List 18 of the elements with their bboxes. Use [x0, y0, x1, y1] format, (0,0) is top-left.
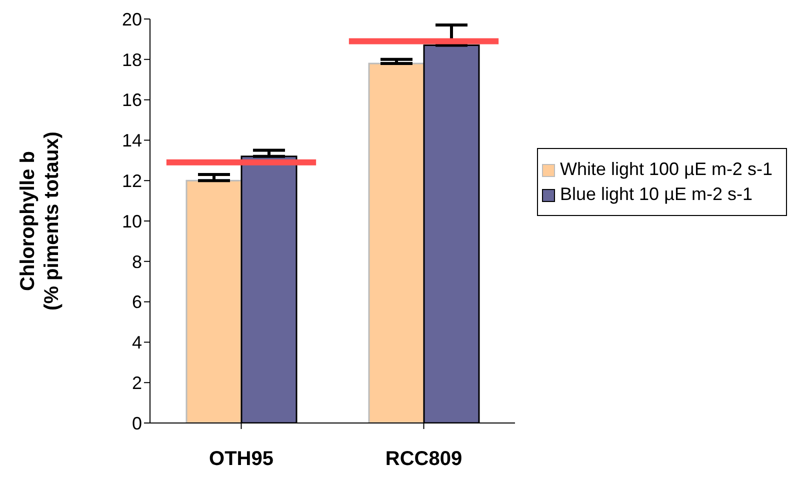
- y-axis-title: Chlorophylle b (% piments totaux): [17, 132, 63, 310]
- y-tick-label: 16: [122, 90, 142, 110]
- legend-label: Blue light 10 µE m-2 s-1: [560, 184, 752, 205]
- y-tick-label: 0: [132, 413, 142, 434]
- legend-label: White light 100 µE m-2 s-1: [560, 159, 772, 180]
- bar: [186, 180, 242, 423]
- y-tick-label: 6: [132, 292, 142, 312]
- y-tick-label: 8: [132, 252, 142, 272]
- x-tick-label: OTH95: [209, 448, 274, 470]
- bar: [368, 62, 425, 423]
- x-tick-label: RCC809: [385, 448, 462, 470]
- y-tick-label: 12: [122, 170, 142, 191]
- y-tick-label: 18: [122, 50, 142, 70]
- y-tick-label: 2: [132, 372, 142, 393]
- y-tick-label: 10: [122, 211, 142, 232]
- y-tick-label: 4: [132, 332, 142, 353]
- y-tick-label: 20: [122, 9, 142, 30]
- y-tick-label: 14: [122, 130, 142, 151]
